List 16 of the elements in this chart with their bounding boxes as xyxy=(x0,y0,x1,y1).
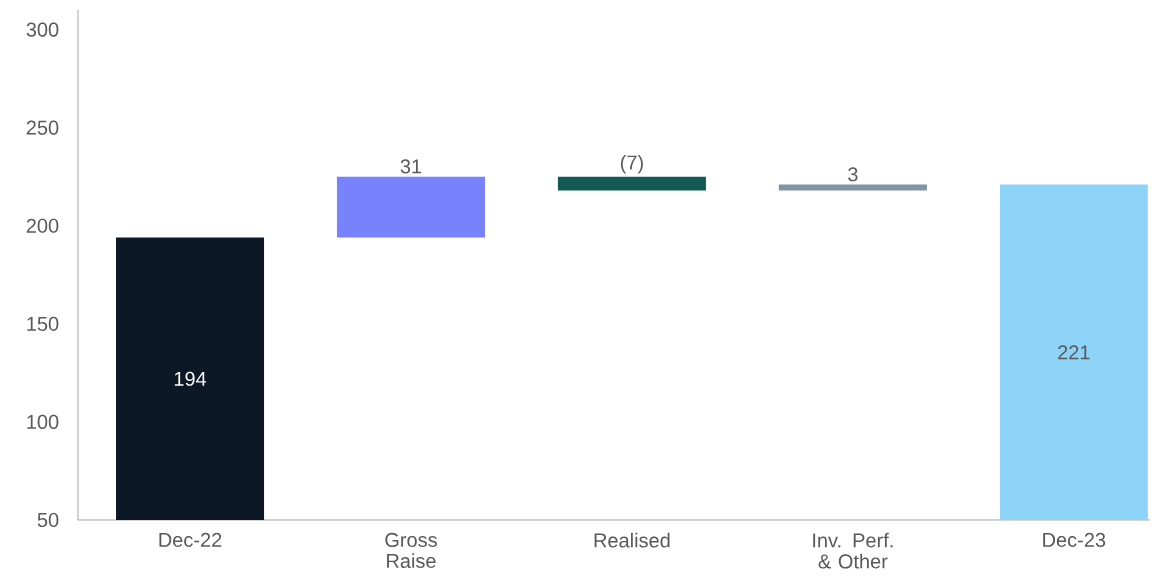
data-label: 31 xyxy=(400,159,422,174)
x-tick-label: Dec-22 xyxy=(159,532,222,547)
y-tick-label: 150 xyxy=(27,316,59,331)
data-label: 221 xyxy=(1058,345,1090,360)
y-tick-label: 100 xyxy=(27,414,59,429)
x-tick-label: Gross Raise xyxy=(385,532,437,568)
y-tick-label: 300 xyxy=(26,22,59,37)
data-label: 3 xyxy=(848,167,858,182)
x-tick-label: Dec-23 xyxy=(1043,532,1106,547)
y-tick-label: 50 xyxy=(37,512,59,528)
data-label: (7) xyxy=(620,154,643,174)
x-tick-label: Inv. Perf. & Other xyxy=(813,532,893,569)
y-tick-label: 250 xyxy=(26,120,59,135)
data-label: 194 xyxy=(174,371,207,386)
y-tick-label: 200 xyxy=(26,218,59,233)
x-tick-label: Realised xyxy=(594,532,670,548)
